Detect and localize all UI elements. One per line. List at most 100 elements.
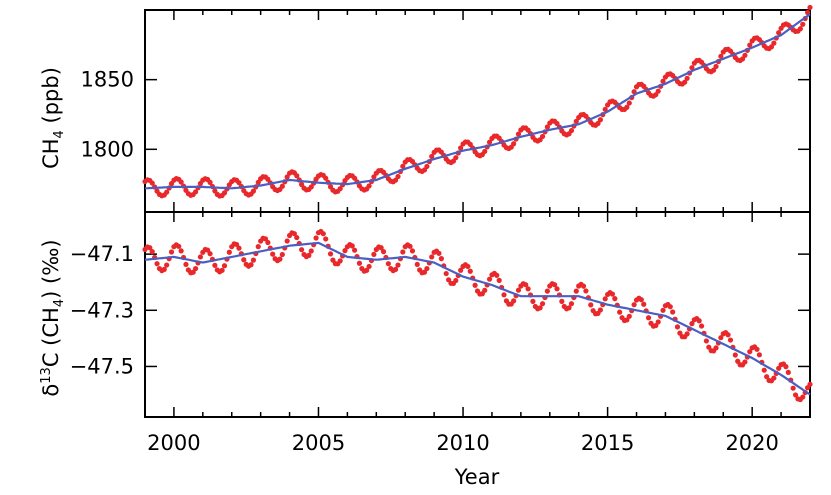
ch4-monthly-series xyxy=(142,4,813,199)
d13c-monthly-point xyxy=(472,282,478,288)
d13c-monthly-point xyxy=(467,268,473,274)
d13c-monthly-point xyxy=(236,245,242,251)
ch4-monthly-point xyxy=(800,21,806,27)
d13c-monthly-point xyxy=(241,257,247,263)
d13c-monthly-point xyxy=(539,301,546,307)
d13c-monthly-point xyxy=(255,244,261,250)
x-axis-title: Year xyxy=(454,465,500,489)
d13c-monthly-point xyxy=(530,298,536,304)
ch4-monthly-point xyxy=(429,153,435,160)
ch4-monthly-point xyxy=(164,189,170,195)
d13c-monthly-point xyxy=(364,267,370,273)
ch4-y-tick-labels: 1800 1850 xyxy=(81,68,134,162)
d13c-monthly-point xyxy=(674,324,681,330)
ch4-monthly-point xyxy=(771,40,777,46)
d13c-y-axis-title: δ13C (CH4) (‰) xyxy=(39,239,67,396)
d13c-monthly-point xyxy=(573,288,579,294)
d13c-monthly-point xyxy=(192,265,199,272)
ch4-monthly-point xyxy=(207,179,213,185)
d13c-monthly-point xyxy=(588,302,594,308)
d13c-monthly-point xyxy=(568,301,575,307)
ch4-monthly-point xyxy=(284,174,290,180)
d13c-monthly-point xyxy=(602,296,608,302)
d13c-monthly-point xyxy=(407,243,413,249)
ch4-monthly-point xyxy=(747,42,753,48)
d13c-monthly-point xyxy=(409,248,416,254)
d13c-monthly-point xyxy=(703,338,709,344)
d13c-monthly-point xyxy=(279,251,285,258)
ch4-monthly-point xyxy=(400,163,406,169)
d13c-monthly-point xyxy=(609,291,616,297)
d13c-monthly-point xyxy=(395,262,401,268)
d13c-monthly-point xyxy=(306,252,312,258)
d13c-monthly-point xyxy=(284,238,290,244)
ch4-monthly-point xyxy=(392,177,399,183)
x-tick-label: 2005 xyxy=(292,431,345,455)
d13c-monthly-point xyxy=(754,346,760,352)
d13c-monthly-point xyxy=(320,231,326,237)
d13c-monthly-point xyxy=(176,243,182,249)
d13c-monthly-point xyxy=(438,256,444,262)
svg-text:CH4 (ppb): CH4 (ppb) xyxy=(39,67,67,169)
ch4-monthly-point xyxy=(626,100,632,106)
d13c-monthly-point xyxy=(525,286,531,292)
d13c-monthly-point xyxy=(792,392,799,398)
d13c-monthly-point xyxy=(631,302,637,308)
d13c-monthly-point xyxy=(718,335,724,341)
ch4-monthly-point xyxy=(684,75,690,81)
ch4-ylabel-sub: 4 xyxy=(52,130,67,138)
d13c-monthly-point xyxy=(250,257,257,263)
d13c-monthly-point xyxy=(147,245,153,251)
ch4-monthly-point xyxy=(366,183,372,189)
d13c-monthly-point xyxy=(756,352,763,358)
d13c-monthly-point xyxy=(378,245,384,251)
d13c-monthly-series xyxy=(142,228,813,403)
d13c-monthly-point xyxy=(337,258,343,264)
d13c-monthly-point xyxy=(168,249,175,255)
d13c-ylabel-sub: 4 xyxy=(52,299,67,307)
d13c-monthly-point xyxy=(771,375,777,381)
d13c-panel: −47.1 −47.3 −47.5 2000 2005 2010 2015 2020 δ13… xyxy=(39,211,813,489)
d13c-monthly-point xyxy=(537,305,543,311)
ch4-monthly-point xyxy=(739,56,746,62)
d13c-monthly-point xyxy=(154,261,160,267)
ch4-monthly-point xyxy=(655,88,661,94)
ch4-monthly-point xyxy=(323,175,329,181)
ch4-monthly-point xyxy=(352,175,358,181)
d13c-monthly-point xyxy=(424,265,430,272)
d13c-monthly-point xyxy=(458,267,464,273)
d13c-monthly-point xyxy=(226,249,232,255)
d13c-monthly-point xyxy=(400,249,406,255)
d13c-monthly-point xyxy=(482,287,488,293)
ch4-ylabel-main: CH xyxy=(39,138,63,168)
d13c-data xyxy=(142,228,813,403)
d13c-monthly-point xyxy=(366,263,372,270)
d13c-monthly-point xyxy=(511,298,517,304)
d13c-ylabel-sup: 13 xyxy=(39,367,54,384)
d13c-monthly-point xyxy=(313,235,319,241)
d13c-monthly-point xyxy=(342,248,348,254)
d13c-ylabel-mid: C (CH xyxy=(39,307,63,367)
ch4-monthly-point xyxy=(486,139,493,145)
d13c-monthly-point xyxy=(670,309,676,315)
ch4-monthly-point xyxy=(689,65,695,71)
ch4-monthly-point xyxy=(395,173,401,180)
ch4-monthly-point xyxy=(308,184,314,190)
ch4-monthly-point xyxy=(544,124,550,130)
d13c-monthly-point xyxy=(689,321,695,327)
d13c-monthly-point xyxy=(684,331,690,337)
d13c-monthly-point xyxy=(638,297,644,303)
d13c-monthly-point xyxy=(429,254,435,260)
d13c-monthly-point xyxy=(515,287,522,293)
ch4-trend-line xyxy=(144,13,811,190)
d13c-monthly-point xyxy=(626,313,632,319)
d13c-y-tick-labels: −47.1 −47.3 −47.5 xyxy=(70,242,134,378)
d13c-monthly-point xyxy=(496,277,502,283)
d13c-trend-line xyxy=(144,241,811,396)
x-tick-label: 2000 xyxy=(147,431,200,455)
d13c-monthly-point xyxy=(583,288,589,294)
d13c-monthly-point xyxy=(776,365,782,371)
d13c-monthly-point xyxy=(221,263,228,269)
ch4-monthly-point xyxy=(597,117,603,123)
